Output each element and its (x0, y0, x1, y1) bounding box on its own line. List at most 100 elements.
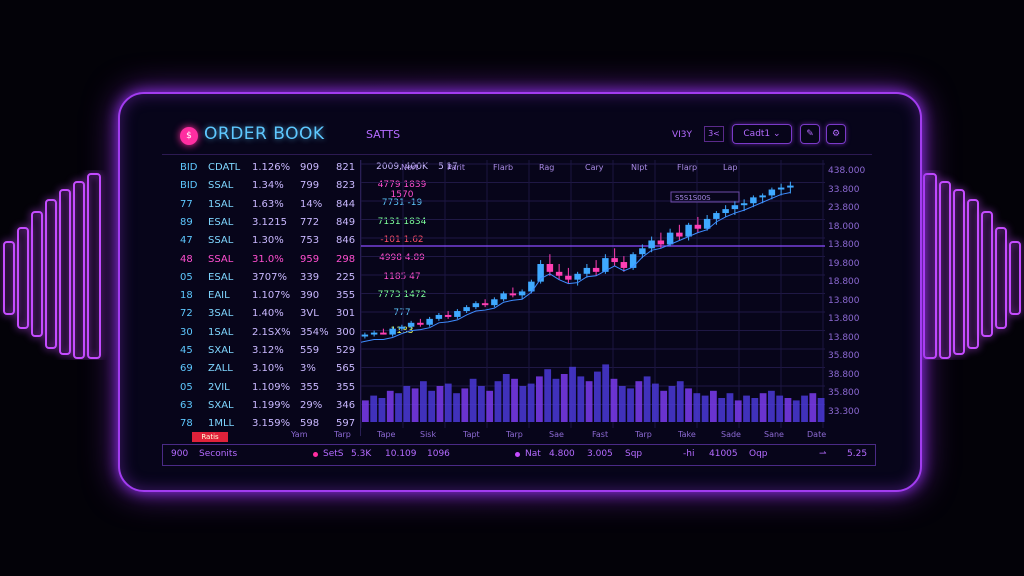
candle-body (759, 195, 766, 198)
order-cell: 597 (336, 418, 356, 430)
order-cell: 89 (180, 216, 193, 228)
right-speaker-decoration (923, 173, 1021, 359)
depth-row: 7731 -19 (381, 198, 423, 209)
time-label: Tarp (506, 430, 523, 439)
volume-bar (428, 390, 436, 422)
order-cell: 14% (300, 198, 323, 210)
volume-bar (668, 386, 676, 422)
order-cell: 1.63% (252, 198, 284, 210)
chart-tab: Rag (539, 163, 554, 172)
volume-bar (710, 390, 717, 422)
volume-bar (544, 369, 552, 422)
volume-bar (386, 390, 394, 422)
candle-body (389, 328, 396, 335)
y-tick-label: 13.800 (828, 332, 860, 343)
volume-bar (461, 388, 469, 422)
order-cell: 225 (336, 271, 356, 283)
draw-tool-button[interactable]: ✎ (800, 124, 820, 144)
settings-button[interactable]: ⚙ (826, 124, 846, 144)
time-label: Tape (377, 430, 396, 439)
candle-body (722, 209, 729, 214)
order-cell: 355 (300, 381, 320, 393)
order-cell: 05 (180, 381, 193, 393)
chart-tab: Lap (723, 163, 737, 172)
order-cell: 598 (300, 418, 320, 430)
candle-body (648, 240, 655, 249)
y-tick-label: 33.300 (828, 406, 860, 417)
status-arrow-icon: ⇀ (819, 449, 827, 459)
order-cell: 298 (336, 253, 356, 265)
annotation-label: S5S1S00S (675, 194, 711, 202)
order-cell: SXAL (208, 399, 234, 411)
order-cell: 47 (180, 235, 193, 247)
candlestick-chart[interactable]: Nort Parit Flarb Rag Cary Nlpt Flarp Lap S5S1S00… (352, 160, 825, 436)
order-cell: 849 (336, 216, 356, 228)
order-cell: 565 (336, 363, 356, 375)
order-cell: 30 (180, 326, 193, 338)
order-cell: 1SAL (208, 198, 234, 210)
volume-bar (809, 393, 817, 422)
volume-bar (444, 383, 452, 422)
order-cell: 339 (300, 271, 320, 283)
candle-body (592, 267, 600, 272)
status-s4-label: Nat (525, 449, 541, 459)
candle-body (574, 273, 581, 280)
volume-bar (536, 376, 543, 422)
y-tick-label: 13.800 (828, 240, 860, 250)
header-box[interactable]: 3< (704, 126, 724, 142)
order-cell: 3% (300, 363, 316, 375)
volume-bar (685, 388, 692, 422)
candle-body (518, 291, 526, 296)
status-dot-pink (313, 452, 318, 457)
depth-row: 7131 1834 (377, 216, 427, 227)
status-s1-label: SetS (323, 449, 344, 459)
depth-row: -101 1.62 (380, 234, 424, 245)
volume-bar (801, 395, 808, 422)
order-cell: 63 (180, 399, 193, 411)
price-chart[interactable]: Nort Parit Flarb Rag Cary Nlpt Flarp Lap S5S1S00… (352, 160, 825, 436)
chart-tab: Nlpt (631, 163, 647, 172)
candle-body (491, 299, 498, 306)
depth-row: 4998 4.89 (379, 253, 425, 264)
order-cell: 346 (336, 399, 356, 411)
depth-row: 777 (393, 308, 411, 319)
status-s4-value: 4.800 (549, 449, 575, 459)
candle-body (629, 254, 637, 268)
depth-row: 4779 1839 1570 (377, 180, 427, 200)
volume-bar (519, 386, 527, 422)
order-cell: 3.12% (252, 345, 284, 356)
order-cell: BID (180, 180, 198, 192)
volume-bar (436, 386, 444, 422)
candle-body (740, 203, 748, 206)
status-s7-label: -hi (683, 449, 695, 459)
volume-bar (718, 398, 726, 422)
status-dot-purple (515, 452, 520, 457)
time-axis: Yam Tarp Tape Sisk Tapt Tarp Sae Fast Tarp Take Sa… (160, 430, 870, 444)
volume-bar (411, 388, 419, 422)
volume-bar (494, 381, 502, 422)
dropdown-button[interactable]: Cadt1 ⌄ (732, 124, 792, 144)
volume-bar (453, 393, 460, 422)
time-label: Date (807, 430, 827, 439)
candle-body (583, 267, 591, 274)
sell-tab[interactable]: Ratis (192, 432, 228, 442)
moving-average-line (355, 191, 791, 344)
y-tick-label: 33.800 (828, 184, 860, 195)
volume-bar (759, 393, 767, 422)
time-label: Fast (592, 430, 609, 439)
candle-body (444, 314, 452, 317)
status-s5-value: 3.005 (587, 449, 613, 459)
chart-tab: Flarb (493, 163, 513, 172)
candle-body (454, 311, 461, 317)
order-cell: 1.126% (252, 162, 291, 173)
order-cell: 1SAL (208, 326, 234, 338)
gear-icon: ⚙ (831, 129, 841, 139)
candle-body (676, 232, 683, 237)
time-label: Sae (549, 430, 564, 439)
candle-body (463, 307, 470, 312)
candle-body (620, 262, 628, 268)
y-tick-label: 23.800 (828, 203, 860, 213)
pair-label[interactable]: SATTS (366, 128, 401, 141)
order-cell: 1.199% (252, 399, 291, 411)
order-cell: 29% (300, 399, 323, 411)
